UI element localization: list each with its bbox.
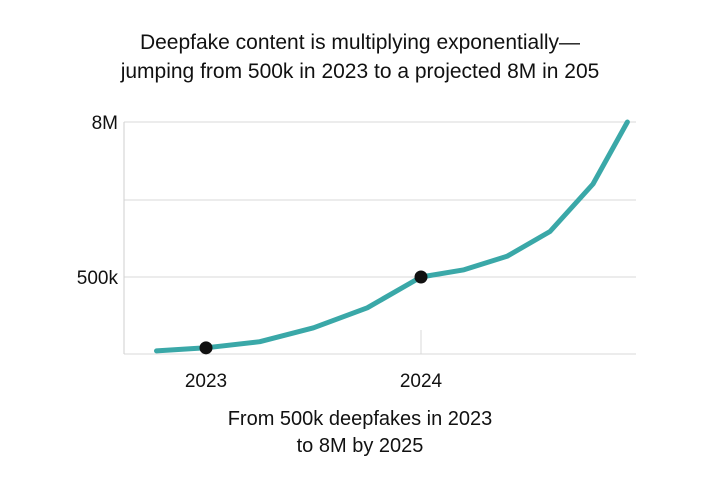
series-line-deepfakes [154, 119, 630, 354]
chart-title: Deepfake content is multiplying exponent… [0, 28, 720, 86]
x-tick-label-1: 2024 [400, 371, 443, 392]
y-tick-label-1: 8M [92, 113, 118, 134]
x-tick-label-0: 2023 [185, 371, 227, 392]
data-point-0 [199, 341, 213, 355]
chart-caption: From 500k deepfakes in 2023 to 8M by 202… [0, 406, 720, 460]
chart-grid [124, 121, 636, 355]
chart-series [154, 119, 630, 354]
data-point-1 [414, 270, 428, 284]
chart-caption-line-2: to 8M by 2025 [296, 435, 424, 457]
y-tick-label-0: 500k [77, 268, 119, 289]
chart-markers [199, 270, 428, 355]
chart-caption-line-1: From 500k deepfakes in 2023 [227, 408, 493, 430]
chart-title-line-2: jumping from 500k in 2023 to a projected… [120, 60, 600, 83]
chart-title-line-1: Deepfake content is multiplying exponent… [139, 31, 581, 54]
chart-tick-labels: 500k 8M 2023 2024 [77, 113, 443, 392]
